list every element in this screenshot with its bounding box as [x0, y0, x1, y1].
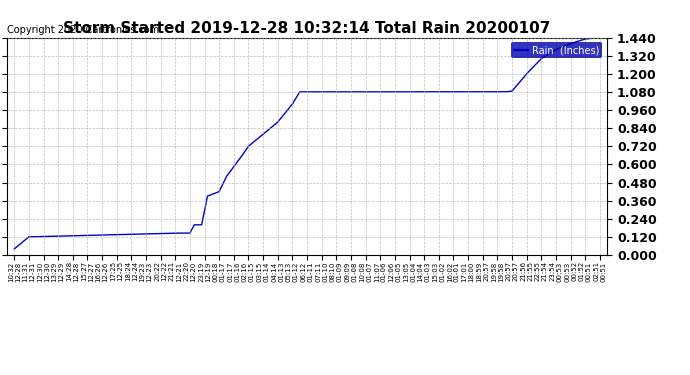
Title: Storm Started 2019-12-28 10:32:14 Total Rain 20200107: Storm Started 2019-12-28 10:32:14 Total … — [63, 21, 551, 36]
Legend: Rain  (Inches): Rain (Inches) — [511, 42, 602, 58]
Text: Copyright 2020 Cartronics.com: Copyright 2020 Cartronics.com — [7, 26, 159, 35]
